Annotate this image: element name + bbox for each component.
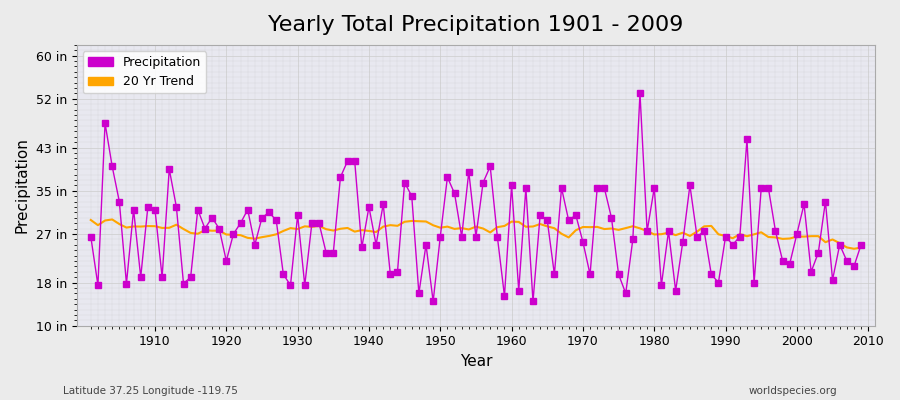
- X-axis label: Year: Year: [460, 354, 492, 369]
- Title: Yearly Total Precipitation 1901 - 2009: Yearly Total Precipitation 1901 - 2009: [268, 15, 684, 35]
- Legend: Precipitation, 20 Yr Trend: Precipitation, 20 Yr Trend: [83, 51, 206, 93]
- Text: worldspecies.org: worldspecies.org: [749, 386, 837, 396]
- Y-axis label: Precipitation: Precipitation: [15, 137, 30, 233]
- Text: Latitude 37.25 Longitude -119.75: Latitude 37.25 Longitude -119.75: [63, 386, 238, 396]
